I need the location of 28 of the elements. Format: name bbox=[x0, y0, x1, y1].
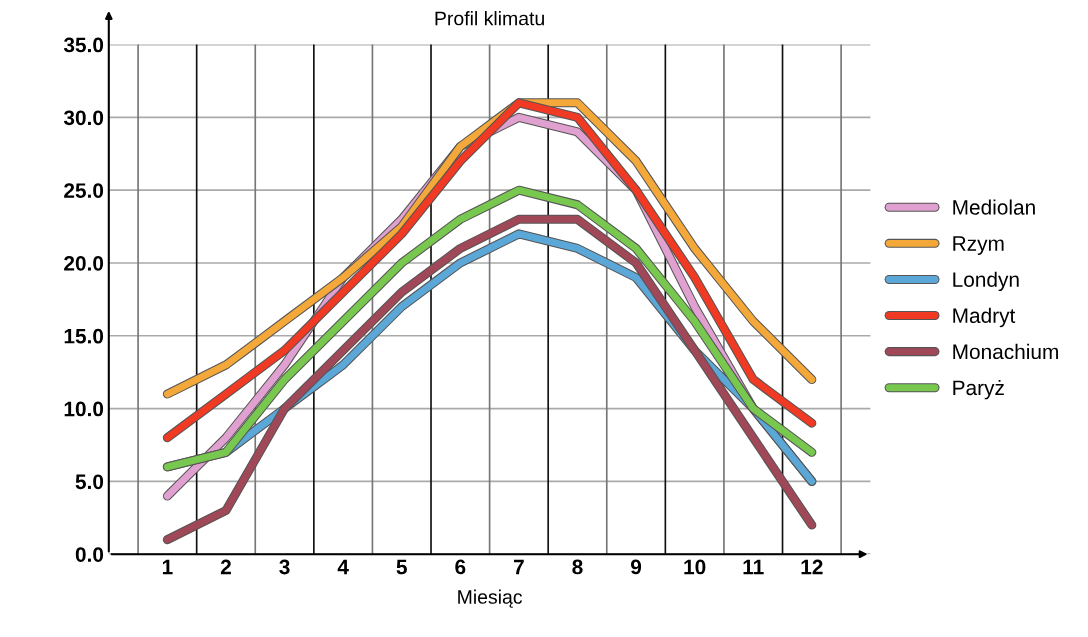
y-tick-label: 5.0 bbox=[75, 474, 104, 490]
x-axis-title: Miesiąc bbox=[458, 589, 523, 608]
y-tick-label: 0.0 bbox=[75, 547, 104, 562]
legend-label: Londyn bbox=[953, 271, 1019, 292]
x-tick-label: 1 bbox=[162, 559, 173, 575]
x-tick-label: 5 bbox=[396, 559, 407, 575]
x-tick-label: 7 bbox=[513, 559, 524, 575]
y-tick-label: 15.0 bbox=[64, 328, 104, 344]
legend-label: Rzym bbox=[953, 236, 1004, 255]
x-tick-label: 2 bbox=[220, 559, 231, 575]
x-tick-label: 9 bbox=[630, 559, 642, 575]
y-tick-label: 10.0 bbox=[64, 401, 104, 417]
legend-label: Mediolan bbox=[953, 199, 1035, 215]
x-tick-label: 11 bbox=[743, 559, 764, 575]
x-tick-label: 10 bbox=[684, 559, 706, 575]
legend-label: Monachium bbox=[953, 343, 1058, 360]
legend-label: Madryt bbox=[953, 307, 1016, 328]
y-tick-label: 25.0 bbox=[64, 183, 104, 198]
legend-label: Paryż bbox=[953, 379, 1004, 400]
x-tick-label: 12 bbox=[801, 559, 823, 575]
x-tick-label: 6 bbox=[455, 559, 466, 575]
x-tick-label: 3 bbox=[279, 559, 290, 575]
y-tick-label: 30.0 bbox=[63, 110, 104, 126]
y-tick-label: 35.0 bbox=[63, 37, 104, 53]
chart-title: Profil klimatu bbox=[435, 11, 544, 26]
x-tick-label: 4 bbox=[337, 559, 349, 575]
x-tick-label: 8 bbox=[572, 559, 583, 575]
y-tick-label: 20.0 bbox=[64, 255, 104, 271]
